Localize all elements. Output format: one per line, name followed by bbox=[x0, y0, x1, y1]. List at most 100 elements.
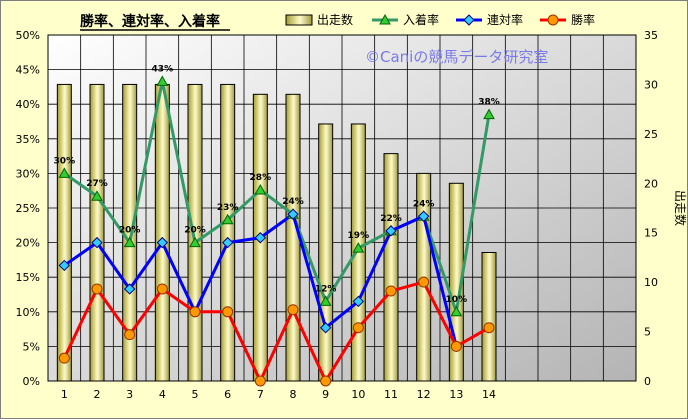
y-right-tick-label: 5 bbox=[644, 326, 651, 339]
data-label: 20% bbox=[184, 226, 206, 236]
labels-group: 30% 27% 20% 43% 20% 23% 28% 24% 12% 19% 22% 24% 10% 3… bbox=[54, 64, 500, 304]
bars-group bbox=[56, 83, 497, 382]
x-tick-label: 4 bbox=[159, 388, 166, 401]
bar bbox=[318, 123, 334, 382]
x-tick-label: 9 bbox=[322, 388, 329, 401]
data-label: 43% bbox=[152, 64, 174, 74]
legend-label: 勝率 bbox=[571, 12, 595, 27]
point-diamond bbox=[58, 259, 71, 272]
legend-label: 出走数 bbox=[317, 12, 353, 27]
point-diamond bbox=[254, 232, 267, 244]
y-left-tick-label: 5% bbox=[23, 340, 40, 353]
y-right-tick-label: 35 bbox=[644, 29, 658, 42]
data-label: 30% bbox=[54, 156, 76, 166]
point-diamond bbox=[221, 236, 234, 249]
x-tick-label: 6 bbox=[224, 388, 231, 401]
bar bbox=[383, 153, 399, 382]
point-triangle bbox=[483, 108, 495, 120]
point-diamond bbox=[319, 322, 332, 334]
point-circle bbox=[91, 283, 103, 295]
y-left-tick-label: 35% bbox=[16, 133, 40, 146]
point-triangle bbox=[189, 236, 201, 248]
y-left-tick-label: 0% bbox=[23, 375, 40, 388]
point-circle bbox=[254, 375, 266, 387]
lines-group bbox=[58, 75, 495, 387]
y-right-axis-label: 出走数 bbox=[673, 190, 688, 226]
y-left-tick-label: 25% bbox=[16, 202, 40, 215]
point-triangle bbox=[319, 295, 332, 306]
bar bbox=[56, 83, 72, 382]
x-tick-label: 14 bbox=[482, 388, 496, 401]
grid-lines bbox=[47, 34, 637, 382]
point-circle bbox=[418, 276, 430, 288]
y-right-tick-label: 30 bbox=[644, 78, 658, 91]
legend-label: 入着率 bbox=[403, 12, 439, 27]
legend-marker-diamond bbox=[463, 14, 475, 26]
point-diamond bbox=[352, 295, 365, 308]
x-tick-label: 2 bbox=[94, 388, 101, 401]
point-triangle bbox=[221, 213, 234, 225]
point-triangle bbox=[123, 236, 136, 248]
point-triangle bbox=[450, 305, 463, 317]
x-tick-label: 12 bbox=[417, 388, 431, 401]
y-left-tick-label: 30% bbox=[16, 167, 40, 180]
data-label: 10% bbox=[446, 295, 468, 305]
y-left-tick-label: 20% bbox=[16, 237, 40, 250]
point-triangle bbox=[58, 167, 71, 178]
y-left-tick-label: 45% bbox=[16, 64, 40, 77]
data-label: 20% bbox=[119, 226, 141, 236]
bar bbox=[481, 251, 497, 382]
point-diamond bbox=[385, 225, 397, 237]
plot-border bbox=[47, 34, 637, 382]
legend-swatch-bar bbox=[285, 14, 313, 26]
point-triangle bbox=[91, 190, 103, 201]
point-circle bbox=[450, 340, 462, 352]
point-circle bbox=[58, 352, 70, 364]
x-tick-label: 1 bbox=[61, 388, 68, 401]
point-circle bbox=[189, 306, 201, 318]
point-triangle bbox=[156, 75, 169, 86]
point-diamond bbox=[287, 208, 299, 220]
y-left-tick-label: 40% bbox=[16, 98, 40, 111]
data-label: 22% bbox=[380, 214, 402, 224]
y-left-tick-label: 50% bbox=[16, 29, 40, 42]
y-right-tick-label: 10 bbox=[644, 276, 658, 289]
y-left-tick-label: 15% bbox=[16, 271, 40, 284]
x-tick-label: 5 bbox=[192, 388, 199, 401]
data-label: 24% bbox=[282, 197, 304, 207]
data-label: 19% bbox=[348, 231, 370, 241]
point-circle bbox=[483, 322, 495, 334]
y-right-tick-label: 0 bbox=[644, 375, 651, 388]
axes-group: 0%5%10%15%20%25%30%35%40%45%50%051015202… bbox=[16, 29, 658, 401]
watermark: ©Caniの競馬データ研究室 bbox=[365, 48, 548, 66]
data-label: 12% bbox=[315, 284, 337, 294]
bar bbox=[220, 83, 236, 382]
x-tick-label: 8 bbox=[290, 388, 297, 401]
legend-label: 連対率 bbox=[487, 12, 523, 27]
legend: 出走数 入着率 連対率 勝率 bbox=[285, 12, 595, 27]
y-right-tick-label: 15 bbox=[644, 227, 658, 240]
y-right-tick-label: 20 bbox=[644, 177, 658, 190]
point-diamond bbox=[156, 236, 169, 249]
point-circle bbox=[320, 375, 332, 387]
y-right-tick-label: 25 bbox=[644, 128, 658, 141]
x-tick-label: 13 bbox=[449, 388, 463, 401]
point-triangle bbox=[254, 183, 267, 195]
y-left-tick-label: 10% bbox=[16, 306, 40, 319]
x-tick-label: 11 bbox=[384, 388, 398, 401]
bar bbox=[285, 93, 301, 382]
chart-title: 勝率、連対率、入着率 bbox=[80, 13, 220, 30]
data-label: 28% bbox=[250, 173, 272, 183]
series-line bbox=[62, 280, 490, 383]
point-circle bbox=[124, 329, 136, 341]
bar bbox=[154, 83, 170, 382]
data-label: 23% bbox=[217, 203, 239, 213]
x-tick-label: 10 bbox=[351, 388, 365, 401]
bar bbox=[89, 83, 105, 382]
data-label: 27% bbox=[86, 179, 108, 189]
data-label: 38% bbox=[478, 98, 500, 108]
point-circle bbox=[385, 285, 397, 297]
point-triangle bbox=[352, 242, 365, 253]
data-label: 24% bbox=[413, 199, 435, 209]
